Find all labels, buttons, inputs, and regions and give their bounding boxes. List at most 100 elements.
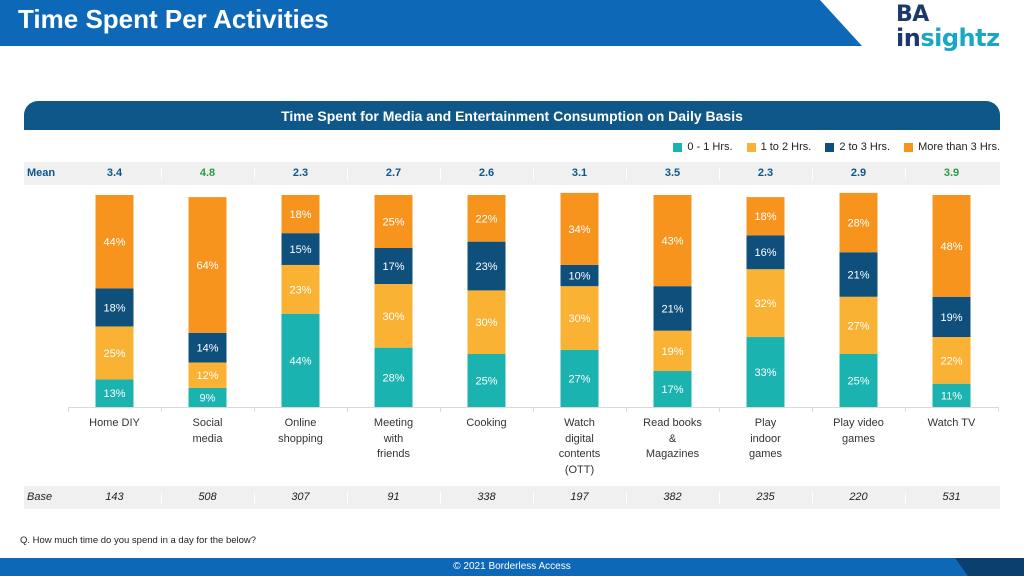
- bar-data-label: 14%: [196, 343, 218, 355]
- row-separator: [812, 168, 813, 180]
- row-separator: [719, 492, 720, 504]
- bar-data-label: 30%: [382, 311, 404, 323]
- bar-segment: [188, 197, 227, 333]
- bar-data-label: 9%: [200, 392, 216, 404]
- chart-header-bar: [24, 101, 1000, 130]
- page-title: Time Spent Per Activities: [18, 4, 329, 34]
- bar-data-label: 12%: [196, 370, 218, 382]
- bar-segment: [653, 370, 692, 407]
- bar-data-label: 43%: [661, 236, 683, 248]
- bar-segment: [188, 387, 227, 407]
- bar-segment: [839, 354, 878, 407]
- base-value: 307: [291, 491, 310, 503]
- chart-title: Time Spent for Media and Entertainment C…: [281, 108, 743, 124]
- bar-data-label: 21%: [847, 270, 869, 282]
- bar-data-label: 19%: [940, 312, 962, 324]
- bar-data-label: 25%: [847, 376, 869, 388]
- bar-segment: [467, 290, 506, 354]
- bar-data-label: 23%: [475, 261, 497, 273]
- bar-data-label: 19%: [661, 346, 683, 358]
- x-tick-label: Play indoor games: [748, 417, 783, 460]
- mean-value: 4.8: [199, 167, 216, 179]
- base-value: 143: [105, 491, 124, 503]
- bar-data-label: 25%: [382, 217, 404, 229]
- bar-segment: [653, 330, 692, 371]
- legend-swatch: [904, 142, 914, 152]
- legend-swatch: [673, 142, 683, 152]
- row-separator: [719, 168, 720, 180]
- bar-data-label: 32%: [754, 298, 776, 310]
- row-separator: [905, 168, 906, 180]
- footer-accent: [955, 558, 1024, 576]
- bar-data-label: 18%: [103, 302, 125, 314]
- bar-data-label: 23%: [289, 284, 311, 296]
- legend-swatch: [825, 142, 835, 152]
- bar-segment: [839, 296, 878, 354]
- logo-bottom-i: in: [896, 24, 921, 52]
- bar-data-label: 22%: [475, 213, 497, 225]
- bar-segment: [95, 195, 134, 289]
- bar-segment: [467, 241, 506, 291]
- mean-value: 2.9: [850, 167, 867, 179]
- bar-data-label: 28%: [847, 218, 869, 230]
- bar-data-label: 13%: [103, 388, 125, 400]
- x-tick-label: Social media: [192, 417, 223, 445]
- bar-segment: [560, 264, 599, 287]
- legend-label: More than 3 Hrs.: [918, 141, 1000, 153]
- bar-segment: [281, 313, 320, 407]
- row-separator: [347, 168, 348, 180]
- bar-data-label: 10%: [568, 271, 590, 283]
- row-separator: [440, 168, 441, 180]
- mean-value: 2.3: [757, 167, 774, 179]
- base-value: 338: [477, 491, 496, 503]
- bar-segment: [281, 195, 320, 234]
- bar-segment: [374, 284, 413, 348]
- mean-value: 3.4: [106, 167, 123, 179]
- x-tick-label: Meeting with friends: [373, 417, 414, 460]
- chart-legend: 0 - 1 Hrs. 1 to 2 Hrs. 2 to 3 Hrs. More …: [560, 139, 1000, 155]
- bar-data-label: 30%: [568, 313, 590, 325]
- bar-segment: [374, 347, 413, 407]
- base-value: 508: [198, 491, 217, 503]
- bar-data-label: 28%: [382, 372, 404, 384]
- x-tick-label: Read books & Magazines: [643, 417, 702, 460]
- row-separator: [626, 168, 627, 180]
- logo-bottom-text: insightz: [896, 24, 1000, 52]
- row-separator: [161, 168, 162, 180]
- bar-segment: [281, 233, 320, 265]
- legend-item-2-3-hrs: 2 to 3 Hrs.: [825, 139, 890, 155]
- bar-segment: [746, 337, 785, 407]
- mean-value: 3.1: [571, 167, 588, 179]
- bar-segment: [188, 362, 227, 388]
- footer-copyright: © 2021 Borderless Access: [453, 561, 571, 572]
- bar-data-label: 22%: [940, 355, 962, 367]
- legend-label: 2 to 3 Hrs.: [839, 141, 891, 153]
- mean-label: Mean: [27, 167, 56, 179]
- legend-label: 1 to 2 Hrs.: [760, 141, 812, 153]
- bar-data-label: 17%: [382, 261, 404, 273]
- bar-data-label: 16%: [754, 247, 776, 259]
- row-separator: [905, 492, 906, 504]
- x-tick-label: Watch TV: [927, 417, 976, 429]
- row-separator: [626, 492, 627, 504]
- bar-segment: [374, 248, 413, 285]
- row-separator: [533, 492, 534, 504]
- bar-segment: [374, 195, 413, 248]
- bar-segment: [95, 379, 134, 407]
- row-separator: [254, 492, 255, 504]
- mean-value: 2.7: [385, 167, 402, 179]
- bar-data-label: 34%: [568, 224, 590, 236]
- bar-segment: [560, 192, 599, 265]
- bar-data-label: 15%: [289, 244, 311, 256]
- row-separator: [440, 492, 441, 504]
- bar-data-label: 44%: [289, 355, 311, 367]
- bar-segment: [560, 349, 599, 407]
- legend-item-1-2-hrs: 1 to 2 Hrs.: [746, 139, 812, 155]
- bar-data-label: 33%: [754, 367, 776, 379]
- bar-segment: [467, 195, 506, 242]
- bar-segment: [467, 354, 506, 407]
- title-bar-band: [0, 0, 862, 46]
- x-tick-label: Online shopping: [278, 417, 323, 445]
- bar-segment: [560, 286, 599, 350]
- legend-swatch: [746, 142, 756, 152]
